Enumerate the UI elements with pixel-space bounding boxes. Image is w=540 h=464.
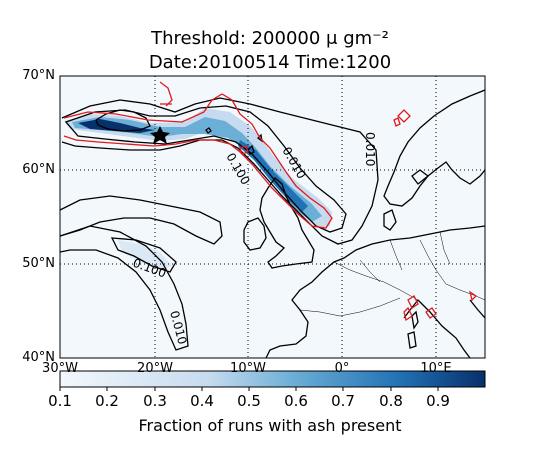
lon-label-0: 0°	[334, 361, 350, 376]
lon-label-10e: 10°E	[420, 361, 452, 376]
lon-label-30w: 30°W	[42, 361, 78, 376]
lat-label-60n: 60°N	[22, 162, 55, 177]
colorbar-label: Fraction of runs with ash present	[138, 416, 402, 435]
colorbar-tick-label: 0.1	[48, 392, 72, 410]
graticule	[60, 76, 485, 358]
title-datetime: Date:20100514 Time:1200	[148, 52, 392, 73]
lat-label-40n: 40°N	[22, 350, 55, 365]
colorbar-tick-label: 0.9	[426, 392, 450, 410]
lon-label-20w: 20°W	[137, 361, 173, 376]
colorbar-tick-label: 0.4	[190, 392, 214, 410]
colorbar-tick-label: 0.5	[237, 392, 261, 410]
volcano-star-icon	[150, 126, 170, 144]
map-frame	[59, 75, 486, 359]
colorbar-ticks	[59, 387, 439, 391]
colorbar-tick-label: 0.3	[143, 392, 167, 410]
contour-label: 0.010	[363, 132, 377, 166]
colorbar	[59, 370, 486, 388]
probability-contours	[60, 97, 379, 351]
colorbar-tick-label: 0.6	[284, 392, 308, 410]
lat-label-50n: 50°N	[22, 256, 55, 271]
colorbar-tick-label: 0.8	[379, 392, 403, 410]
title-threshold: Threshold: 200000 μ gm⁻²	[151, 28, 389, 49]
red-outline-contour	[63, 81, 478, 322]
lon-label-10w: 10°W	[230, 361, 266, 376]
colorbar-tick-label: 0.7	[331, 392, 355, 410]
ash-plume-patch	[118, 240, 172, 270]
colorbar-tick-label: 0.2	[95, 392, 119, 410]
lat-label-70n: 70°N	[22, 68, 55, 83]
coastlines	[95, 89, 485, 358]
